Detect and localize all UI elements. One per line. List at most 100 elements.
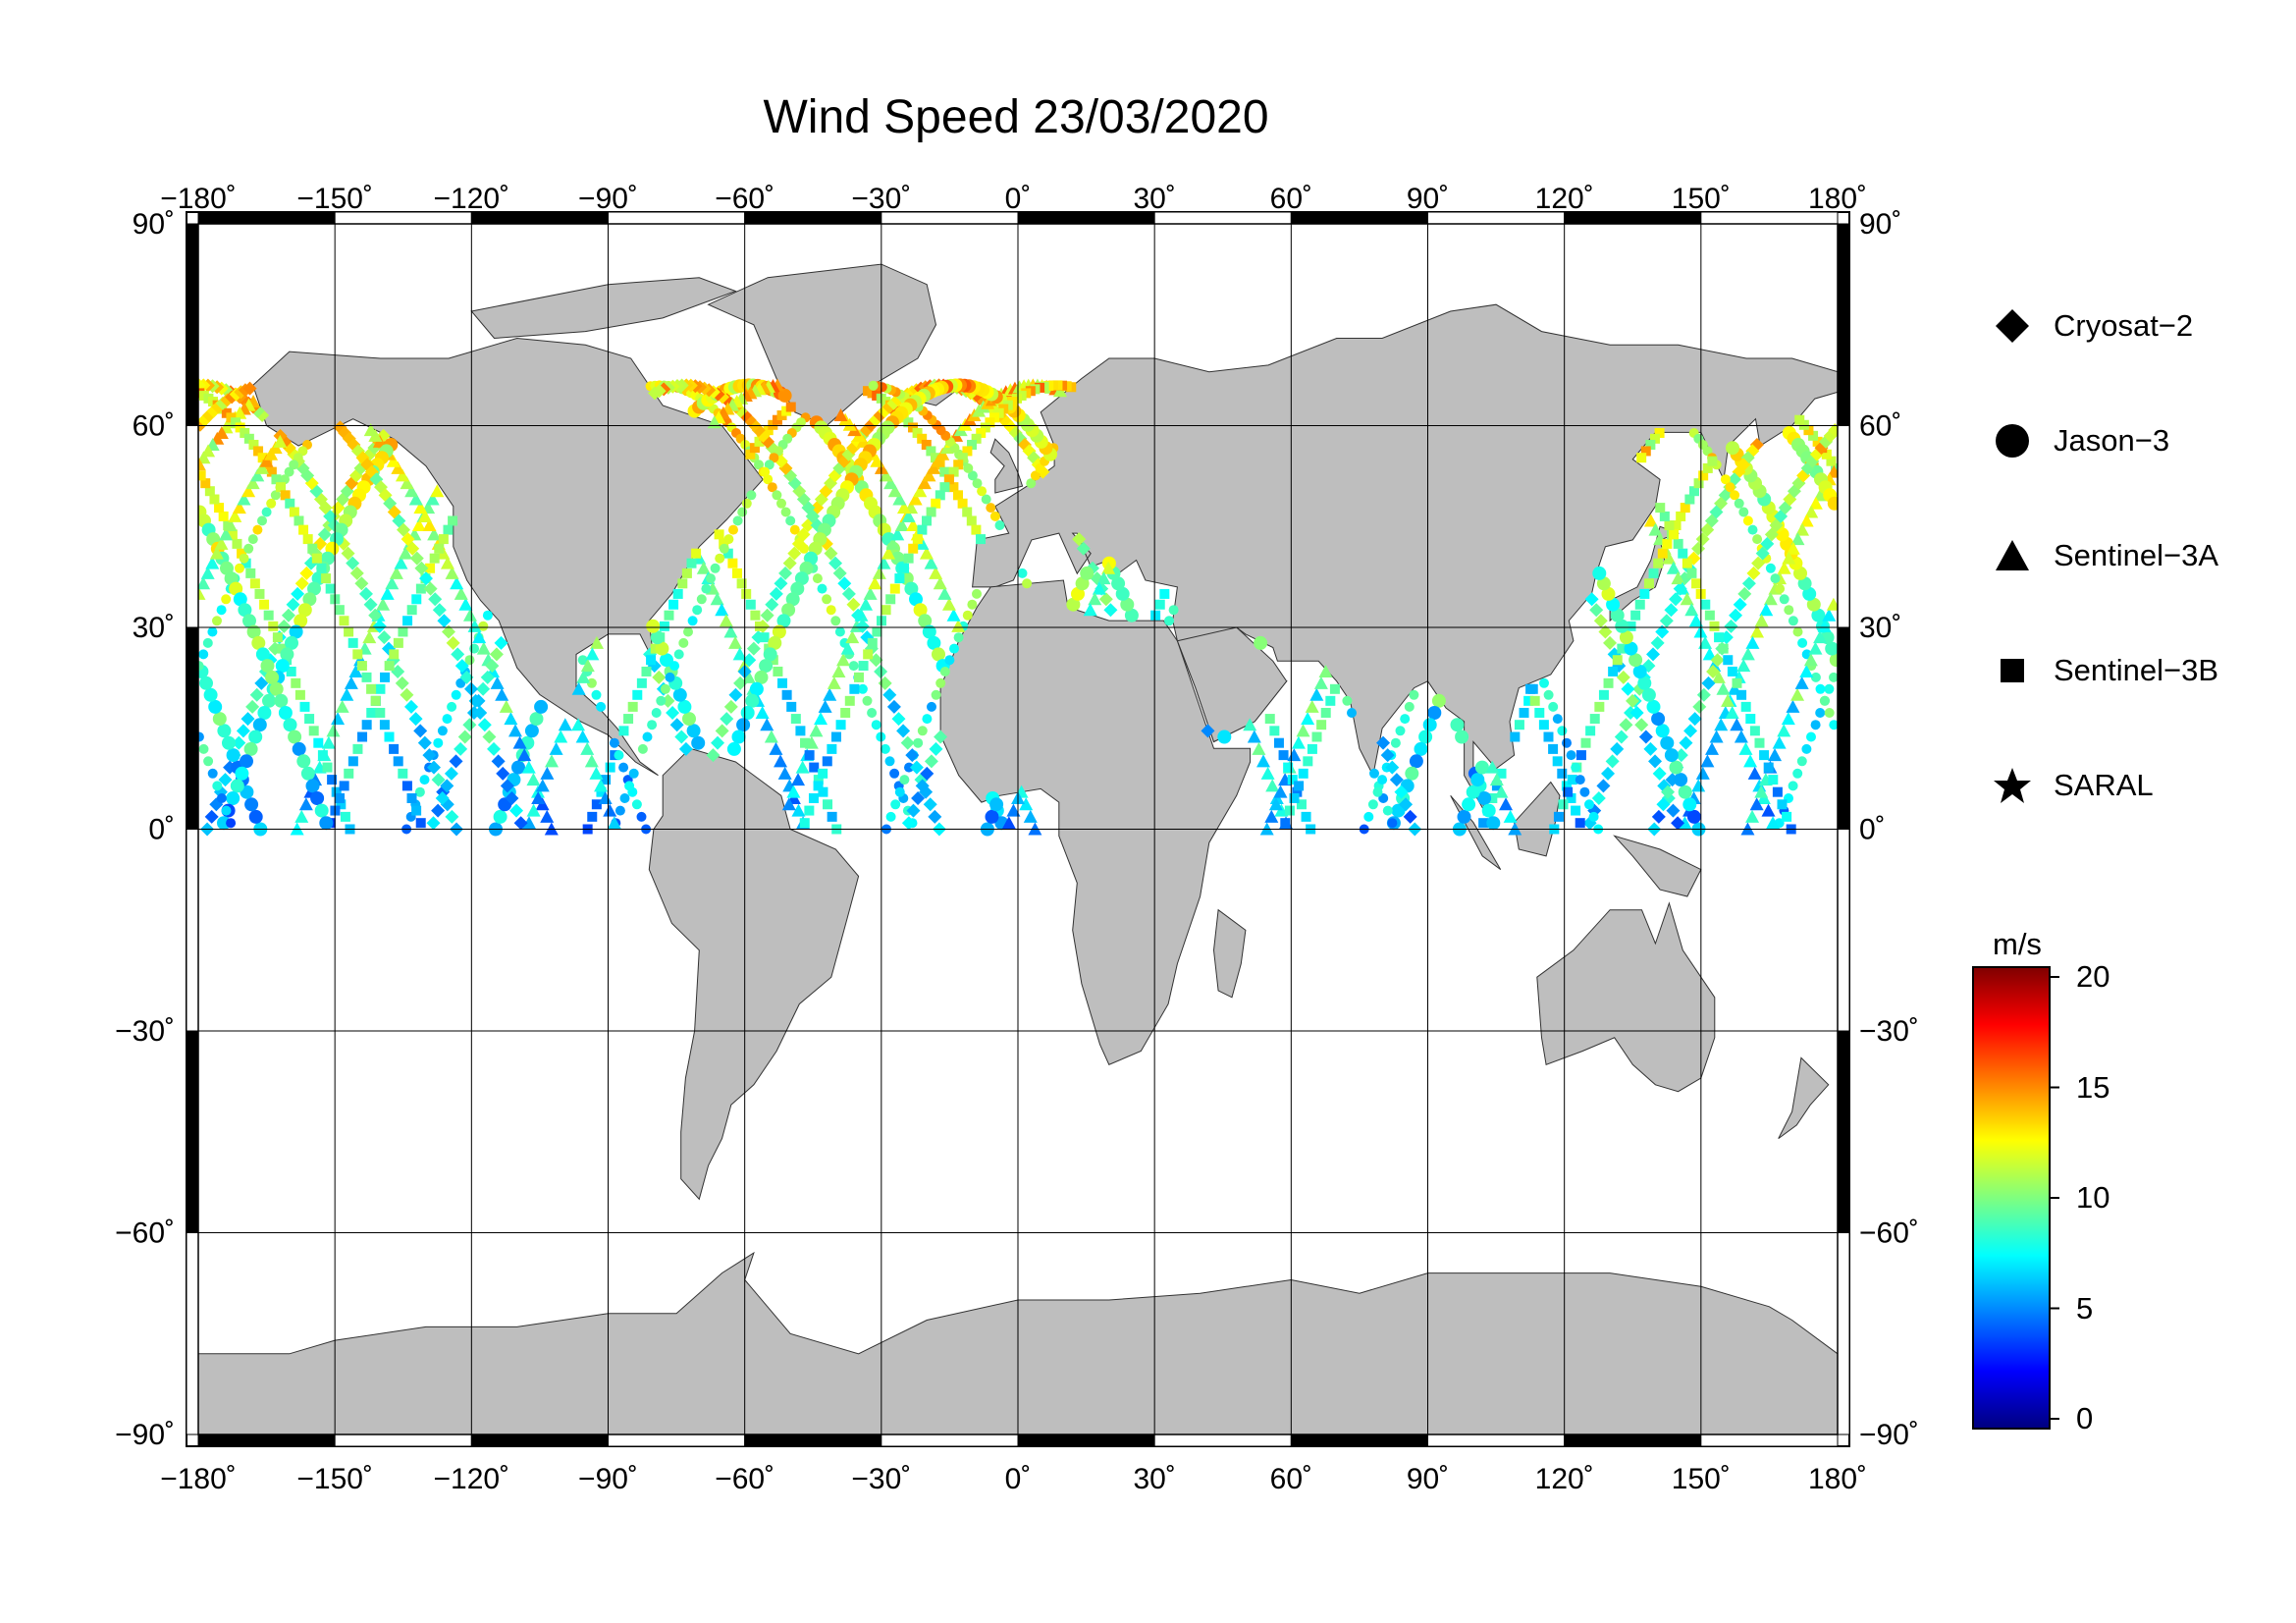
track-point (781, 689, 792, 700)
track-point (207, 626, 218, 637)
track-point (924, 556, 938, 569)
track-point (1749, 797, 1764, 811)
track-point (277, 619, 292, 633)
track-point (1829, 653, 1838, 668)
track-point (1704, 610, 1715, 621)
track-point (1289, 792, 1300, 803)
track-point (1264, 809, 1279, 823)
track-point (380, 672, 391, 682)
track-point (423, 581, 438, 596)
track-point (1812, 436, 1823, 447)
track-point (1669, 592, 1683, 607)
track-point (459, 670, 474, 684)
track-point (271, 474, 282, 485)
track-point (316, 563, 327, 573)
track-point (1626, 693, 1640, 708)
track-point (299, 566, 314, 580)
track-point (384, 661, 395, 672)
track-point (890, 799, 901, 810)
track-point (1489, 773, 1504, 786)
track-point (1738, 507, 1749, 517)
track-point (1164, 616, 1174, 626)
track-point (226, 748, 240, 763)
legend-item-sentinel-3b: Sentinel−3B (1993, 649, 2218, 692)
track-point (1790, 532, 1805, 546)
track-point (243, 543, 254, 554)
track-point (799, 818, 810, 829)
track-point (1759, 603, 1774, 617)
track-point (540, 809, 555, 823)
track-point (1558, 799, 1569, 810)
track-point (1678, 784, 1692, 799)
track-point (736, 718, 751, 732)
frame-segment-bottom (470, 1434, 610, 1447)
track-point (411, 518, 426, 532)
track-point (218, 773, 233, 787)
track-point (765, 597, 779, 612)
track-point (349, 566, 364, 580)
track-point (1525, 683, 1536, 694)
track-point (250, 468, 265, 482)
track-point (1450, 718, 1465, 732)
track-point (366, 683, 377, 694)
track-point (1749, 726, 1760, 736)
lon-tick-label-top: −120˚ (434, 183, 510, 215)
track-point (1562, 737, 1572, 748)
track-point (292, 741, 306, 756)
track-point (285, 498, 295, 509)
track-point (605, 762, 615, 773)
track-point (683, 626, 693, 637)
track-point (760, 466, 771, 477)
track-point (248, 730, 263, 744)
track-point (413, 501, 428, 514)
land-eurasia (972, 303, 1838, 817)
track-point (340, 687, 354, 701)
track-point (1571, 805, 1581, 816)
track-point (545, 754, 560, 768)
track-point (1730, 490, 1740, 501)
track-point (1820, 695, 1831, 706)
track-point (1698, 635, 1713, 649)
track-point (425, 492, 440, 506)
track-point (317, 750, 328, 761)
track-point (1777, 799, 1788, 810)
track-point (817, 583, 828, 594)
track-point (198, 649, 209, 660)
track-point (1653, 558, 1664, 568)
track-point (1626, 621, 1636, 631)
track-point (400, 532, 415, 547)
track-point (263, 610, 274, 621)
lon-tick-label-top: −90˚ (578, 183, 638, 215)
track-point (732, 647, 747, 661)
track-point (454, 741, 468, 756)
track-point (1243, 718, 1257, 731)
track-point (1598, 689, 1609, 700)
track-point (953, 490, 964, 501)
track-point (529, 712, 544, 727)
track-point (741, 588, 752, 599)
track-point (813, 775, 824, 785)
track-point (1671, 571, 1685, 585)
track-point (524, 724, 539, 738)
track-point (445, 809, 459, 824)
frame-segment-bottom (1700, 1434, 1839, 1447)
colorbar-unit: m/s (1993, 927, 2042, 961)
track-point (953, 460, 964, 470)
track-point (237, 492, 251, 506)
track-point (809, 762, 820, 773)
track-point (1750, 624, 1765, 638)
track-point (448, 515, 458, 526)
lat-tick-label-right: −60˚ (1859, 1217, 1919, 1250)
track-point (846, 597, 861, 612)
track-point (431, 773, 446, 787)
track-point (340, 811, 350, 822)
land-new-zealand (1778, 1056, 1830, 1140)
track-point (200, 478, 211, 489)
frame-segment-bottom (334, 1434, 472, 1447)
track-point (818, 699, 832, 713)
track-point (326, 724, 341, 737)
track-point (1777, 724, 1791, 737)
track-point (334, 605, 345, 616)
track-point (1825, 641, 1838, 656)
track-point (549, 741, 563, 755)
